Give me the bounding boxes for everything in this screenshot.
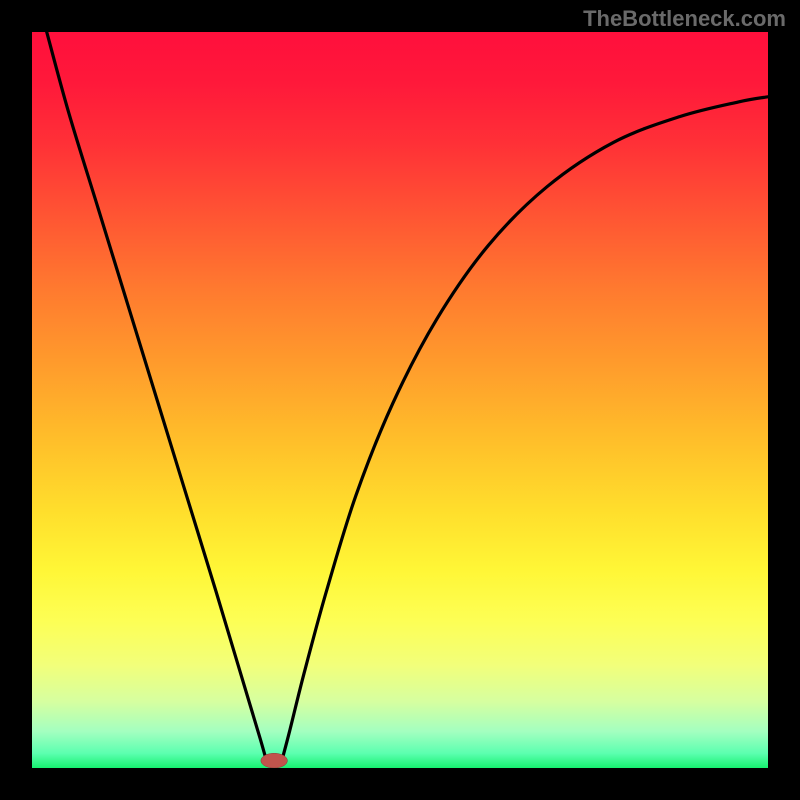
watermark-text: TheBottleneck.com [583, 6, 786, 32]
chart-svg [32, 32, 768, 768]
minimum-marker [261, 753, 287, 768]
gradient-background [32, 32, 768, 768]
plot-area [32, 32, 768, 768]
chart-container: TheBottleneck.com [0, 0, 800, 800]
